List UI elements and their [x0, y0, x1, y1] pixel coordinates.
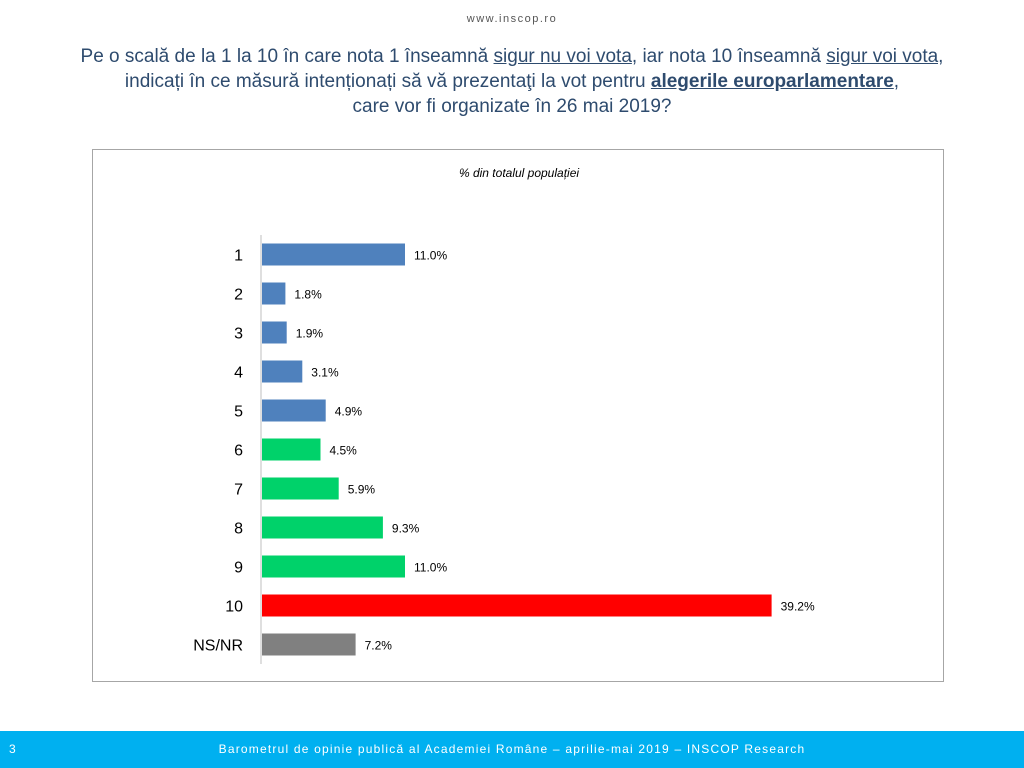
category-label: 10 [225, 599, 243, 616]
bar [262, 594, 772, 617]
data-label: 9.3% [392, 522, 420, 536]
category-label: 9 [234, 560, 243, 577]
bar [262, 477, 339, 500]
category-label: 8 [234, 521, 243, 538]
question-text-part: , [893, 71, 900, 92]
bar [262, 321, 287, 344]
data-label: 4.9% [335, 405, 363, 419]
bar [262, 399, 326, 422]
data-label: 11.0% [414, 249, 447, 263]
bar [262, 282, 286, 305]
bar-chart: % din totalul populației 1 11.0% 2 1.8% 3 1.9%… [193, 166, 815, 664]
bar [262, 633, 356, 656]
question-title: Pe o scală de la 1 la 10 în care nota 1 … [60, 44, 964, 119]
footer-text: Barometrul de opinie publică al Academie… [218, 742, 806, 756]
question-text-part: , iar nota 10 înseamnă [631, 46, 827, 67]
bar [262, 243, 405, 266]
question-underlined-phrase: sigur nu voi vota [493, 46, 632, 67]
question-text-part: Pe o scală de la 1 la 10 în care nota 1 … [80, 46, 494, 67]
data-label: 1.9% [296, 327, 324, 341]
category-label: 1 [234, 248, 243, 265]
question-underlined-phrase: sigur voi vota, [826, 46, 944, 67]
bar [262, 516, 383, 539]
data-label: 5.9% [348, 483, 376, 497]
data-label: 1.8% [294, 288, 322, 302]
bar [262, 555, 405, 578]
data-label: 11.0% [414, 561, 447, 575]
category-label: 6 [234, 443, 243, 460]
page-number: 3 [9, 742, 16, 756]
category-label: 3 [234, 326, 243, 343]
data-label: 39.2% [781, 600, 815, 614]
chart-frame: % din totalul populației 1 11.0% 2 1.8% 3 1.9%… [92, 149, 944, 682]
question-text-part: care vor fi organizate în 26 mai 2019? [352, 96, 672, 117]
category-label: 7 [234, 482, 243, 499]
site-url: www.inscop.ro [466, 13, 558, 25]
question-text-part: indicați în ce măsură intenționați să vă… [124, 71, 651, 92]
category-label: NS/NR [193, 638, 243, 655]
bar [262, 438, 321, 461]
question-emphasis-phrase: alegerile europarlamentare [650, 71, 894, 92]
data-label: 4.5% [330, 444, 358, 458]
category-label: 5 [234, 404, 243, 421]
category-label: 2 [234, 287, 243, 304]
data-label: 7.2% [365, 639, 393, 653]
footer-bar: 3 Barometrul de opinie publică al Academ… [0, 731, 1024, 768]
data-label: 3.1% [311, 366, 339, 380]
category-label: 4 [234, 365, 243, 382]
chart-subtitle: % din totalul populației [459, 166, 579, 180]
bar [262, 360, 303, 383]
